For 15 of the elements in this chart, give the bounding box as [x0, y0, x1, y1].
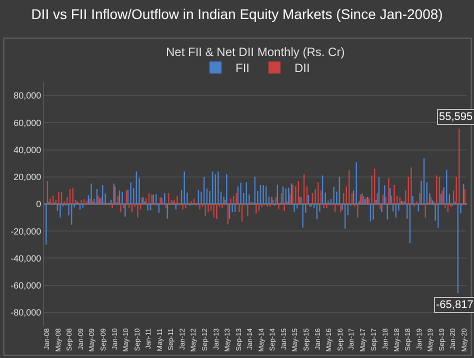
y-tick-label: -60,000 [10, 280, 42, 290]
y-tick-label: -40,000 [10, 253, 42, 264]
data-label: 55,595 [439, 111, 473, 123]
y-tick-label: 20,000 [14, 172, 42, 182]
y-tick-label: -80,000 [10, 308, 42, 318]
chart-title: DII vs FII Inflow/Outflow in Indian Equity Markets (Since Jan-2008) [31, 6, 443, 22]
data-label: -65,817 [436, 299, 474, 311]
y-tick-label: -20,000 [10, 226, 42, 236]
y-tick-label: 60,000 [14, 118, 42, 128]
legend-label: DII [294, 61, 310, 76]
legend-label: FII [236, 61, 250, 76]
y-tick-label: 0 [36, 199, 42, 210]
y-tick-label: 80,000 [14, 90, 42, 101]
y-tick-label: 40,000 [14, 144, 42, 155]
chart-subtitle: Net FII & Net DII Monthly (Rs. Cr) [166, 45, 345, 59]
